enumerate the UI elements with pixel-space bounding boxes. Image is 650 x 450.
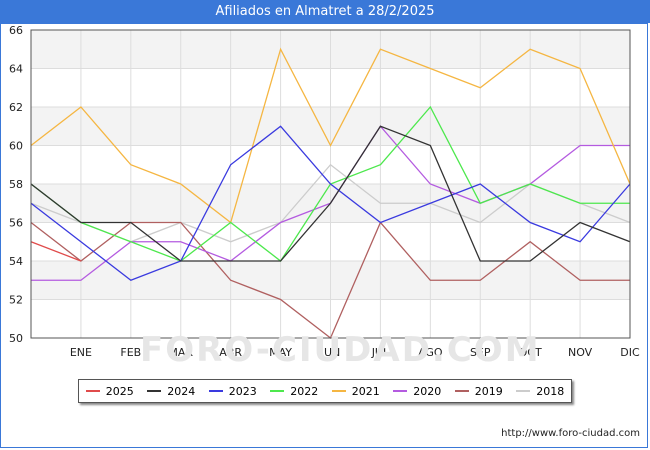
series-line-2023 xyxy=(30,125,631,281)
legend-item-2025: 2025 xyxy=(85,384,134,398)
series-line-2024 xyxy=(30,125,631,262)
legend-item-2023: 2023 xyxy=(208,384,257,398)
legend-label: 2023 xyxy=(228,384,257,398)
x-tick-label: JUL xyxy=(371,346,390,359)
legend-label: 2024 xyxy=(167,384,196,398)
y-tick-label: 60 xyxy=(9,140,23,153)
legend-label: 2020 xyxy=(413,384,442,398)
y-axis-ticks: 50 52 54 56 58 60 62 64 66 xyxy=(9,24,23,345)
legend-label: 2021 xyxy=(351,384,380,398)
series-line-2021 xyxy=(30,47,631,224)
legend-item-2024: 2024 xyxy=(147,385,195,398)
chart-frame xyxy=(0,23,648,448)
legend-swatch xyxy=(331,390,346,392)
legend-swatch xyxy=(85,390,100,392)
legend-swatch xyxy=(393,390,408,392)
y-tick-label: 66 xyxy=(9,24,23,37)
legend: 2025 2024 2023 2022 2021 2020 2019 2018 xyxy=(78,379,572,403)
y-tick-label: 62 xyxy=(9,101,23,114)
x-tick-label: MAY xyxy=(269,346,292,359)
legend-swatch xyxy=(516,390,531,392)
y-tick-label: 52 xyxy=(9,294,23,307)
legend-label: 2022 xyxy=(290,384,319,398)
plot-border xyxy=(30,29,631,339)
series-line-2025 xyxy=(30,241,82,262)
y-tick-label: 64 xyxy=(9,63,23,76)
legend-swatch xyxy=(208,390,223,392)
legend-item-2020: 2020 xyxy=(393,385,441,398)
legend-label: 2025 xyxy=(105,384,134,398)
legend-swatch xyxy=(270,390,285,392)
x-tick-label: FEB xyxy=(120,346,141,359)
chart-title: Afiliados en Almatret a 28/2/2025 xyxy=(0,0,650,23)
y-tick-label: 50 xyxy=(9,332,23,345)
y-tick-label: 54 xyxy=(9,255,23,268)
x-tick-label: JUN xyxy=(320,346,341,359)
x-tick-label: DIC xyxy=(620,346,640,359)
y-tick-label: 58 xyxy=(9,178,23,191)
legend-item-2021: 2021 xyxy=(331,384,380,398)
x-tick-label: MAR xyxy=(168,346,193,359)
x-tick-label: AGO xyxy=(418,346,443,359)
x-tick-label: OCT xyxy=(519,346,542,359)
legend-item-2022: 2022 xyxy=(270,385,318,398)
y-tick-label: 56 xyxy=(9,217,23,230)
source-url: http://www.foro-ciudad.com xyxy=(501,428,640,439)
series-lines xyxy=(30,47,631,340)
x-tick-label: ABR xyxy=(219,346,242,359)
legend-item-2018: 2018 xyxy=(516,385,564,398)
x-tick-label: ENE xyxy=(70,346,92,359)
legend-label: 2019 xyxy=(474,384,503,398)
x-tick-label: SEP xyxy=(470,346,491,359)
legend-item-2019: 2019 xyxy=(454,384,503,398)
legend-label: 2018 xyxy=(536,384,565,398)
legend-swatch xyxy=(454,390,469,392)
x-axis-ticks: ENE FEB MAR ABR MAY JUN JUL AGO SEP OCT NOV DIC xyxy=(70,346,640,359)
x-tick-label: NOV xyxy=(568,346,593,359)
legend-swatch xyxy=(147,390,162,392)
